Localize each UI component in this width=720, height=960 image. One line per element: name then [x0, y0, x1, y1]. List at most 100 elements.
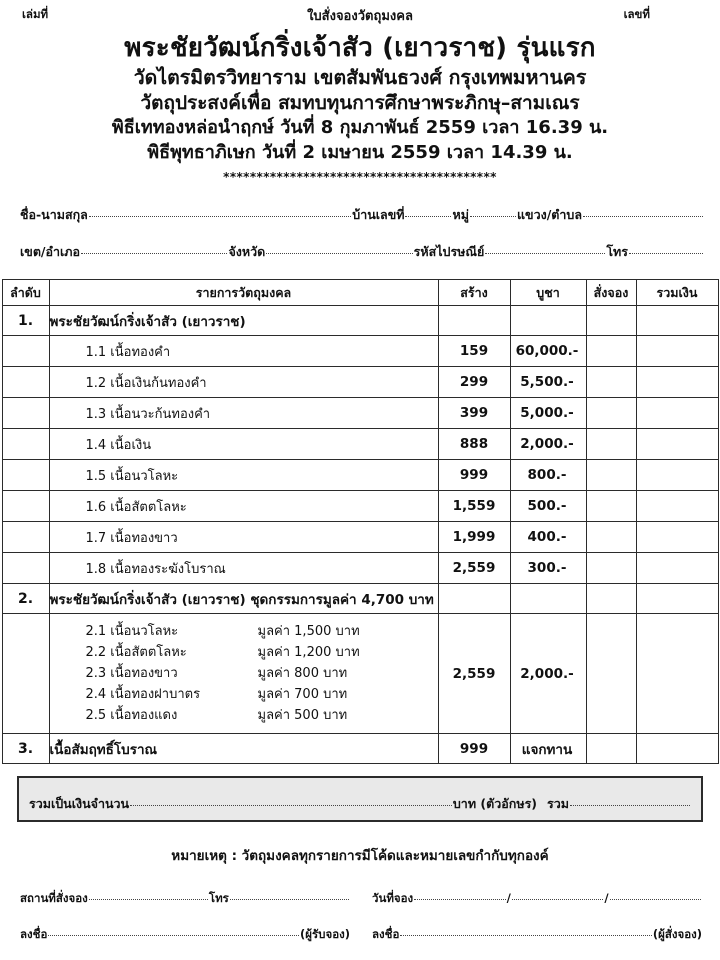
row-total-cell[interactable]: [635, 428, 719, 461]
order-place-input-line[interactable]: [88, 899, 208, 901]
order-place-label: สถานที่สั่งจอง: [20, 891, 88, 906]
orderer-sign-label: ลงชื่อ: [372, 927, 400, 942]
row-made: 399: [437, 397, 511, 430]
total-amount-input-line[interactable]: [130, 805, 452, 807]
row-price: 800.-: [509, 459, 587, 492]
footer-phone-label: โทร: [208, 891, 229, 906]
province-input-line[interactable]: [266, 253, 413, 255]
table-row: 1.4 เนื้อเงิน 888 2,000.-: [1, 428, 719, 461]
row-made: 888: [437, 428, 511, 461]
order-date-label: วันที่จอง: [372, 891, 414, 906]
row-seq: [1, 490, 50, 523]
row-price: 60,000.-: [509, 335, 587, 368]
table-header-row: ลำดับ รายการวัตถุมงคล สร้าง บูชา สั่งจอง…: [1, 279, 719, 307]
address-line-2: เขต/อำเภอ จังหวัด รหัสไปรษณีย์ โทร: [20, 242, 704, 262]
orderer-sign-line[interactable]: [400, 935, 652, 937]
name-input-line[interactable]: [88, 216, 352, 218]
row-price: 300.-: [509, 552, 587, 585]
receiver-role-label: (ผู้รับจอง): [300, 927, 350, 942]
row-price: 2,000.-: [509, 428, 587, 461]
column-header-seq: ลำดับ: [1, 279, 50, 307]
number-label: เลขที่: [623, 7, 650, 21]
order-date-year-line[interactable]: [609, 899, 701, 901]
district-input-line[interactable]: [81, 253, 228, 255]
row-order-cell[interactable]: [585, 521, 637, 554]
row-total-cell[interactable]: [635, 613, 719, 735]
row-price: [509, 583, 587, 615]
column-header-order: สั่งจอง: [585, 279, 637, 307]
moo-input-line[interactable]: [469, 216, 516, 218]
row-order-cell[interactable]: [585, 366, 637, 399]
row-total-cell[interactable]: [635, 459, 719, 492]
row-seq: [1, 521, 50, 554]
row-order-cell[interactable]: [585, 335, 637, 368]
table-row: 3. เนื้อสัมฤทธิ์โบราณ 999 แจกทาน: [1, 733, 719, 765]
row-price: [509, 305, 587, 337]
row-seq: [1, 613, 50, 735]
table-row: 1.1 เนื้อทองคำ 159 60,000.-: [1, 335, 719, 368]
row-total-cell[interactable]: [635, 335, 719, 368]
row-item-label: 1.3 เนื้อนวะก้นทองคำ: [48, 397, 439, 430]
form-title: ใบสั่งจองวัตถุมงคล: [307, 9, 413, 24]
row-order-cell[interactable]: [585, 397, 637, 430]
row-price: 5,500.-: [509, 366, 587, 399]
row-made: 999: [437, 733, 511, 765]
amulet-title: พระชัยวัฒน์กริ่งเจ้าสัว (เยาวราช) รุ่นแร…: [124, 33, 596, 63]
footer-phone-input-line[interactable]: [229, 899, 349, 901]
row-made: 2,559: [437, 552, 511, 585]
row-total-cell[interactable]: [635, 521, 719, 554]
row-order-cell[interactable]: [585, 583, 637, 615]
row-total-cell[interactable]: [635, 397, 719, 430]
set-item-label: 2.2 เนื้อสัตตโลหะ: [85, 645, 187, 661]
district-label: เขต/อำเภอ: [20, 244, 81, 260]
top-header-row: เล่มที่ ใบสั่งจองวัตถุมงคล เลขที่: [0, 0, 720, 26]
address-line-1: ชื่อ-นามสกุล บ้านเลขที่ หมู่ แขวง/ตำบล: [20, 205, 704, 225]
row-made: 1,559: [437, 490, 511, 523]
order-date-month-line[interactable]: [511, 899, 604, 901]
row-total-cell[interactable]: [635, 366, 719, 399]
row-order-cell[interactable]: [585, 459, 637, 492]
row-total-cell[interactable]: [635, 305, 719, 337]
postcode-input-line[interactable]: [485, 253, 606, 255]
phone-input-line[interactable]: [629, 253, 703, 255]
list-item: 2.4 เนื้อทองฝาบาตร มูลค่า 700 บาท: [86, 684, 438, 705]
receiver-sign-label: ลงชื่อ: [20, 927, 48, 942]
row-made: 2,559: [437, 613, 511, 735]
phone-label: โทร: [606, 244, 628, 260]
subdistrict-input-line[interactable]: [583, 216, 703, 218]
row-made: 999: [437, 459, 511, 492]
purpose-line: วัตถุประสงค์เพื่อ สมทบทุนการศึกษาพระภิกษ…: [140, 92, 580, 114]
row-item-label: 1.6 เนื้อสัตตโลหะ: [48, 490, 439, 523]
house-number-input-line[interactable]: [405, 216, 452, 218]
sum-input-line[interactable]: [570, 805, 690, 807]
row-order-cell[interactable]: [585, 613, 637, 735]
list-item: 2.2 เนื้อสัตตโลหะ มูลค่า 1,200 บาท: [86, 642, 438, 663]
ceremony-line-2: พิธีพุทธาภิเษก วันที่ 2 เมษายน 2559 เวลา…: [147, 142, 573, 164]
row-seq: 3.: [1, 733, 50, 765]
row-seq: [1, 552, 50, 585]
row-total-cell[interactable]: [635, 490, 719, 523]
table-row: 1.2 เนื้อเงินก้นทองคำ 299 5,500.-: [1, 366, 719, 399]
set-item-label: 2.5 เนื้อทองแดง: [85, 708, 178, 724]
row-order-cell[interactable]: [585, 733, 637, 765]
moo-label: หมู่: [452, 207, 469, 223]
row-order-cell[interactable]: [585, 305, 637, 337]
row-order-cell[interactable]: [585, 490, 637, 523]
list-item: 2.5 เนื้อทองแดง มูลค่า 500 บาท: [86, 705, 438, 726]
row-seq: [1, 366, 50, 399]
row-total-cell[interactable]: [635, 583, 719, 615]
orderer-role-label: (ผู้สั่งจอง): [652, 927, 702, 942]
order-date-day-line[interactable]: [414, 899, 506, 901]
receiver-sign-line[interactable]: [48, 935, 299, 937]
row-total-cell[interactable]: [635, 733, 719, 765]
row-item-label: 1.2 เนื้อเงินก้นทองคำ: [48, 366, 439, 399]
row-total-cell[interactable]: [635, 552, 719, 585]
list-item: 2.1 เนื้อนวโลหะ มูลค่า 1,500 บาท: [86, 621, 438, 642]
row-order-cell[interactable]: [585, 552, 637, 585]
row-seq: 1.: [1, 305, 50, 337]
footer-signature-block: สถานที่สั่งจอง โทร วันที่จอง / / ลงชื่อ …: [0, 890, 720, 944]
row-title: พระชัยวัฒน์กริ่งเจ้าสัว (เยาวราช): [48, 305, 439, 337]
row-order-cell[interactable]: [585, 428, 637, 461]
table-row: 2.1 เนื้อนวโลหะ มูลค่า 1,500 บาท 2.2 เนื…: [1, 613, 719, 735]
set-item-label: 2.4 เนื้อทองฝาบาตร: [85, 687, 201, 703]
